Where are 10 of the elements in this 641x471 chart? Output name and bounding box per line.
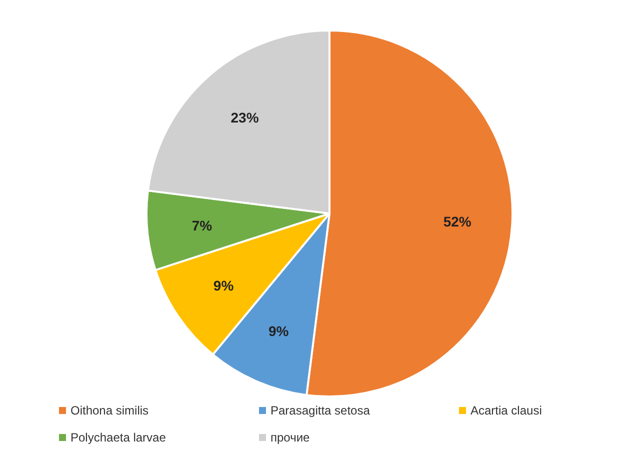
data-label: 9% bbox=[268, 323, 290, 340]
legend-label: прочие bbox=[270, 430, 310, 444]
legend-label: Parasagitta setosa bbox=[270, 404, 370, 418]
data-label: 9% bbox=[213, 278, 234, 294]
legend-label: Polychaeta larvae bbox=[70, 430, 166, 444]
data-label: 23% bbox=[230, 109, 260, 126]
legend-label: Acartia clausi bbox=[470, 404, 542, 418]
data-label: 7% bbox=[192, 218, 213, 234]
legend-label: Oithona similis bbox=[70, 404, 149, 418]
data-label: 52% bbox=[443, 214, 472, 230]
